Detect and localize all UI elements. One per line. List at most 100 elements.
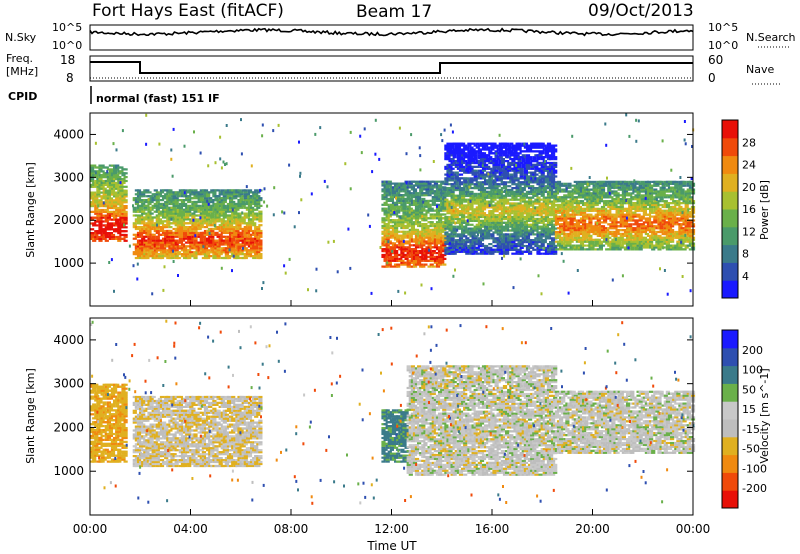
heatmap-cell: [383, 196, 388, 199]
heatmap-cell: [414, 246, 420, 249]
heatmap-cell: [502, 150, 508, 153]
heatmap-cell: [475, 146, 480, 149]
heatmap-cell: [406, 201, 411, 204]
heatmap-cell: [517, 146, 522, 149]
heatmap-cell: [258, 255, 263, 258]
heatmap-cell: [423, 240, 428, 243]
heatmap-cell: [199, 208, 204, 211]
heatmap-cell: [458, 250, 464, 253]
heatmap-cell: [456, 219, 461, 222]
heatmap-cell: [528, 198, 533, 201]
heatmap-cell: [525, 212, 531, 215]
heatmap-cell: [494, 171, 499, 174]
heatmap-cell: [247, 227, 253, 231]
heatmap-cell: [218, 233, 223, 236]
heatmap-cell: [519, 177, 524, 180]
heatmap-cell: [123, 230, 128, 233]
heatmap-cell: [96, 166, 101, 169]
heatmap-cell: [488, 223, 493, 226]
heatmap-cell: [521, 233, 526, 236]
heatmap-cell: [577, 236, 582, 239]
heatmap-cell: [536, 202, 541, 205]
heatmap-cell: [575, 221, 580, 224]
heatmap-cell: [486, 160, 491, 163]
heatmap-cell: [549, 233, 554, 236]
heatmap-cell: [469, 183, 474, 186]
heatmap-cell: [479, 185, 485, 188]
heatmap-cell: [233, 191, 238, 194]
heatmap-cell: [100, 220, 105, 223]
heatmap-cell: [166, 249, 171, 252]
heatmap-cell: [475, 217, 480, 221]
heatmap-cell: [206, 249, 211, 252]
heatmap-cell: [381, 217, 386, 220]
heatmap-cell: [383, 209, 388, 212]
heatmap-cell: [132, 253, 137, 256]
heatmap-cell: [229, 199, 234, 202]
heatmap-cell: [239, 243, 244, 246]
heatmap-cell: [166, 231, 171, 234]
heatmap-cell: [191, 253, 196, 256]
heatmap-cell: [500, 204, 505, 207]
heatmap-cell: [199, 249, 204, 252]
heatmap-cell: [442, 213, 447, 216]
heatmap-cell: [243, 229, 248, 233]
heatmap-cell: [394, 203, 399, 206]
heatmap-cell: [243, 189, 248, 192]
heatmap-cell: [569, 202, 574, 205]
heatmap-cell: [258, 199, 263, 202]
heatmap-cell: [481, 167, 487, 170]
heatmap-cell: [521, 154, 526, 157]
heatmap-cell: [159, 245, 165, 248]
heatmap-cell: [222, 206, 227, 209]
heatmap-cell: [191, 204, 196, 207]
heatmap-cell: [528, 252, 533, 255]
heatmap-cell: [104, 172, 109, 175]
heatmap-cell: [525, 160, 531, 163]
heatmap-cell: [394, 186, 399, 189]
heatmap-cell: [549, 158, 554, 161]
heatmap-cell: [427, 203, 432, 206]
beam-label: Beam 17: [356, 2, 432, 22]
heatmap-cell: [500, 173, 505, 176]
heatmap-cell: [544, 154, 549, 157]
heatmap-cell: [208, 255, 213, 258]
heatmap-cell: [502, 185, 508, 188]
heatmap-cell: [254, 212, 259, 215]
heatmap-cell: [396, 238, 401, 241]
heatmap-cell: [528, 244, 533, 248]
heatmap-cell: [166, 256, 171, 260]
heatmap-cell: [454, 204, 459, 207]
heatmap-cell: [561, 223, 566, 226]
heatmap-cell: [569, 230, 574, 234]
heatmap-cell: [206, 237, 211, 240]
heatmap-cell: [408, 197, 413, 201]
heatmap-cell: [239, 231, 244, 234]
heatmap-cell: [465, 221, 470, 224]
heatmap-cell: [113, 216, 118, 219]
heatmap-cell: [565, 209, 570, 212]
heatmap-cell: [176, 247, 181, 250]
heatmap-cell: [239, 191, 244, 194]
noise-left-tick-low: 10^0: [52, 39, 82, 52]
heatmap-cell: [519, 229, 524, 232]
heatmap-cell: [519, 144, 524, 147]
heatmap-cell: [477, 198, 482, 201]
heatmap-cell: [391, 192, 397, 195]
heatmap-cell: [210, 249, 215, 252]
heatmap-cell: [419, 199, 424, 202]
heatmap-cell: [193, 206, 198, 209]
heatmap-cell: [571, 227, 576, 230]
heatmap-cell: [498, 171, 503, 174]
heatmap-cell: [199, 243, 204, 246]
heatmap-cell: [233, 222, 238, 225]
heatmap-cell: [189, 206, 194, 209]
heatmap-cell: [166, 212, 171, 215]
heatmap-cell: [519, 212, 524, 215]
heatmap-cell: [199, 195, 204, 198]
heatmap-cell: [442, 228, 447, 231]
heatmap-cell: [117, 191, 122, 194]
heatmap-cell: [461, 150, 466, 153]
heatmap-cell: [563, 184, 568, 187]
heatmap-cell: [567, 244, 572, 247]
